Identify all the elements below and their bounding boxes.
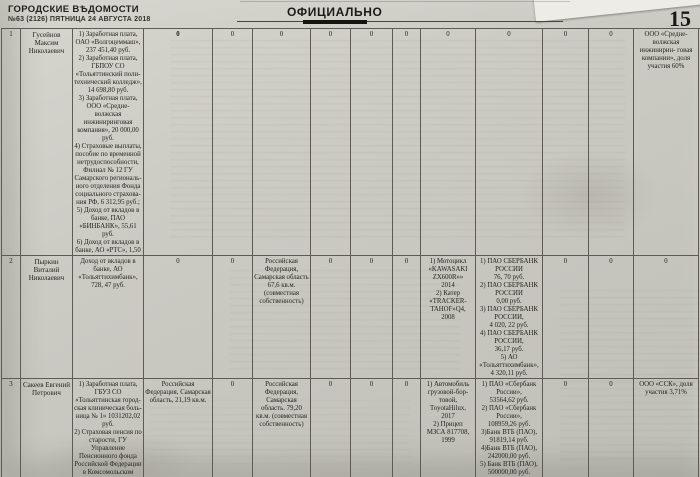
real-estate-cell: 0 [144, 256, 213, 379]
page-top-edge-line [240, 1, 570, 2]
real-estate-cell: 0 [253, 29, 311, 256]
newspaper-title: ГОРОДСКИЕ ВѢДОМОСТИ [8, 4, 139, 15]
real-estate-cell: 0 [311, 29, 351, 256]
securities-cell: 0 [589, 29, 634, 256]
bank-funds-cell: 1) ПАО «Сбербанк России», 53564,62 руб. … [476, 379, 543, 477]
declarant-name-cell: Гусейнов Максим Николаевич [21, 29, 73, 256]
real-estate-cell: Российская Федерация, Самарская область … [253, 256, 311, 379]
real-estate-cell: 0 [311, 379, 351, 477]
real-estate-cell: 0 [213, 29, 253, 256]
row-number-cell: 3 [2, 379, 21, 477]
real-estate-cell: 0 [393, 379, 421, 477]
real-estate-cell: 0 [213, 379, 253, 477]
securities-cell: 0 [589, 379, 634, 477]
securities-cell: 0 [543, 256, 589, 379]
org-participation-cell: ООО «ССК», доля участия 3,71% [634, 379, 699, 477]
income-cell: 1) Заработная плата, ОАО «Волгоцеммаш», … [73, 29, 144, 256]
transport-cell: 1) Мотоцикл «KAWASAKI ZX600R»» 2014 2) К… [421, 256, 476, 379]
org-participation-cell: 0 [634, 256, 699, 379]
issue-date-line: №63 (2126) ПЯТНИЦА 24 АВГУСТА 2018 [8, 16, 151, 23]
section-rule-bar [303, 20, 367, 24]
real-estate-cell: 0 [393, 29, 421, 256]
transport-cell: 0 [421, 29, 476, 256]
securities-cell: 0 [589, 256, 634, 379]
income-cell: Доход от вкладов в банке, АО «Тольяттихи… [73, 256, 144, 379]
real-estate-cell: Российская Федерация, Самарская область,… [144, 379, 213, 477]
bank-funds-cell: 0 [476, 29, 543, 256]
income-cell: 1) Заработная плата, ГБУЗ СО «Тольяттинс… [73, 379, 144, 477]
real-estate-cell: 0 [351, 29, 393, 256]
section-rule [237, 21, 563, 22]
securities-cell: 0 [543, 29, 589, 256]
section-title: ОФИЦИАЛЬНО [287, 5, 383, 19]
row-number-cell: 2 [2, 256, 21, 379]
real-estate-cell: 0 [393, 256, 421, 379]
securities-cell: 0 [543, 379, 589, 477]
real-estate-cell: Российская Федерация, Самарская область.… [253, 379, 311, 477]
real-estate-cell: 0 [144, 29, 213, 256]
row-number-cell: 1 [2, 29, 21, 256]
real-estate-cell: 0 [213, 256, 253, 379]
real-estate-cell: 0 [311, 256, 351, 379]
bank-funds-cell: 1) ПАО СБЕРБАНК РОССИИ 76, 70 руб. 2) ПА… [476, 256, 543, 379]
declarant-name-cell: Сакеев Евгений Петрович [21, 379, 73, 477]
declarant-name-cell: Пыркин Виталий Николаевич [21, 256, 73, 379]
page-number: 15 [669, 6, 691, 31]
transport-cell: 1) Автомобиль грузовой-бор- товой, Toyot… [421, 379, 476, 477]
real-estate-cell: 0 [351, 379, 393, 477]
org-participation-cell: ООО «Средне- волжская инжинирин- говая к… [634, 29, 699, 256]
real-estate-cell: 0 [351, 256, 393, 379]
income-declarations-table: 1 Гусейнов Максим Николаевич 1) Заработн… [1, 28, 700, 477]
